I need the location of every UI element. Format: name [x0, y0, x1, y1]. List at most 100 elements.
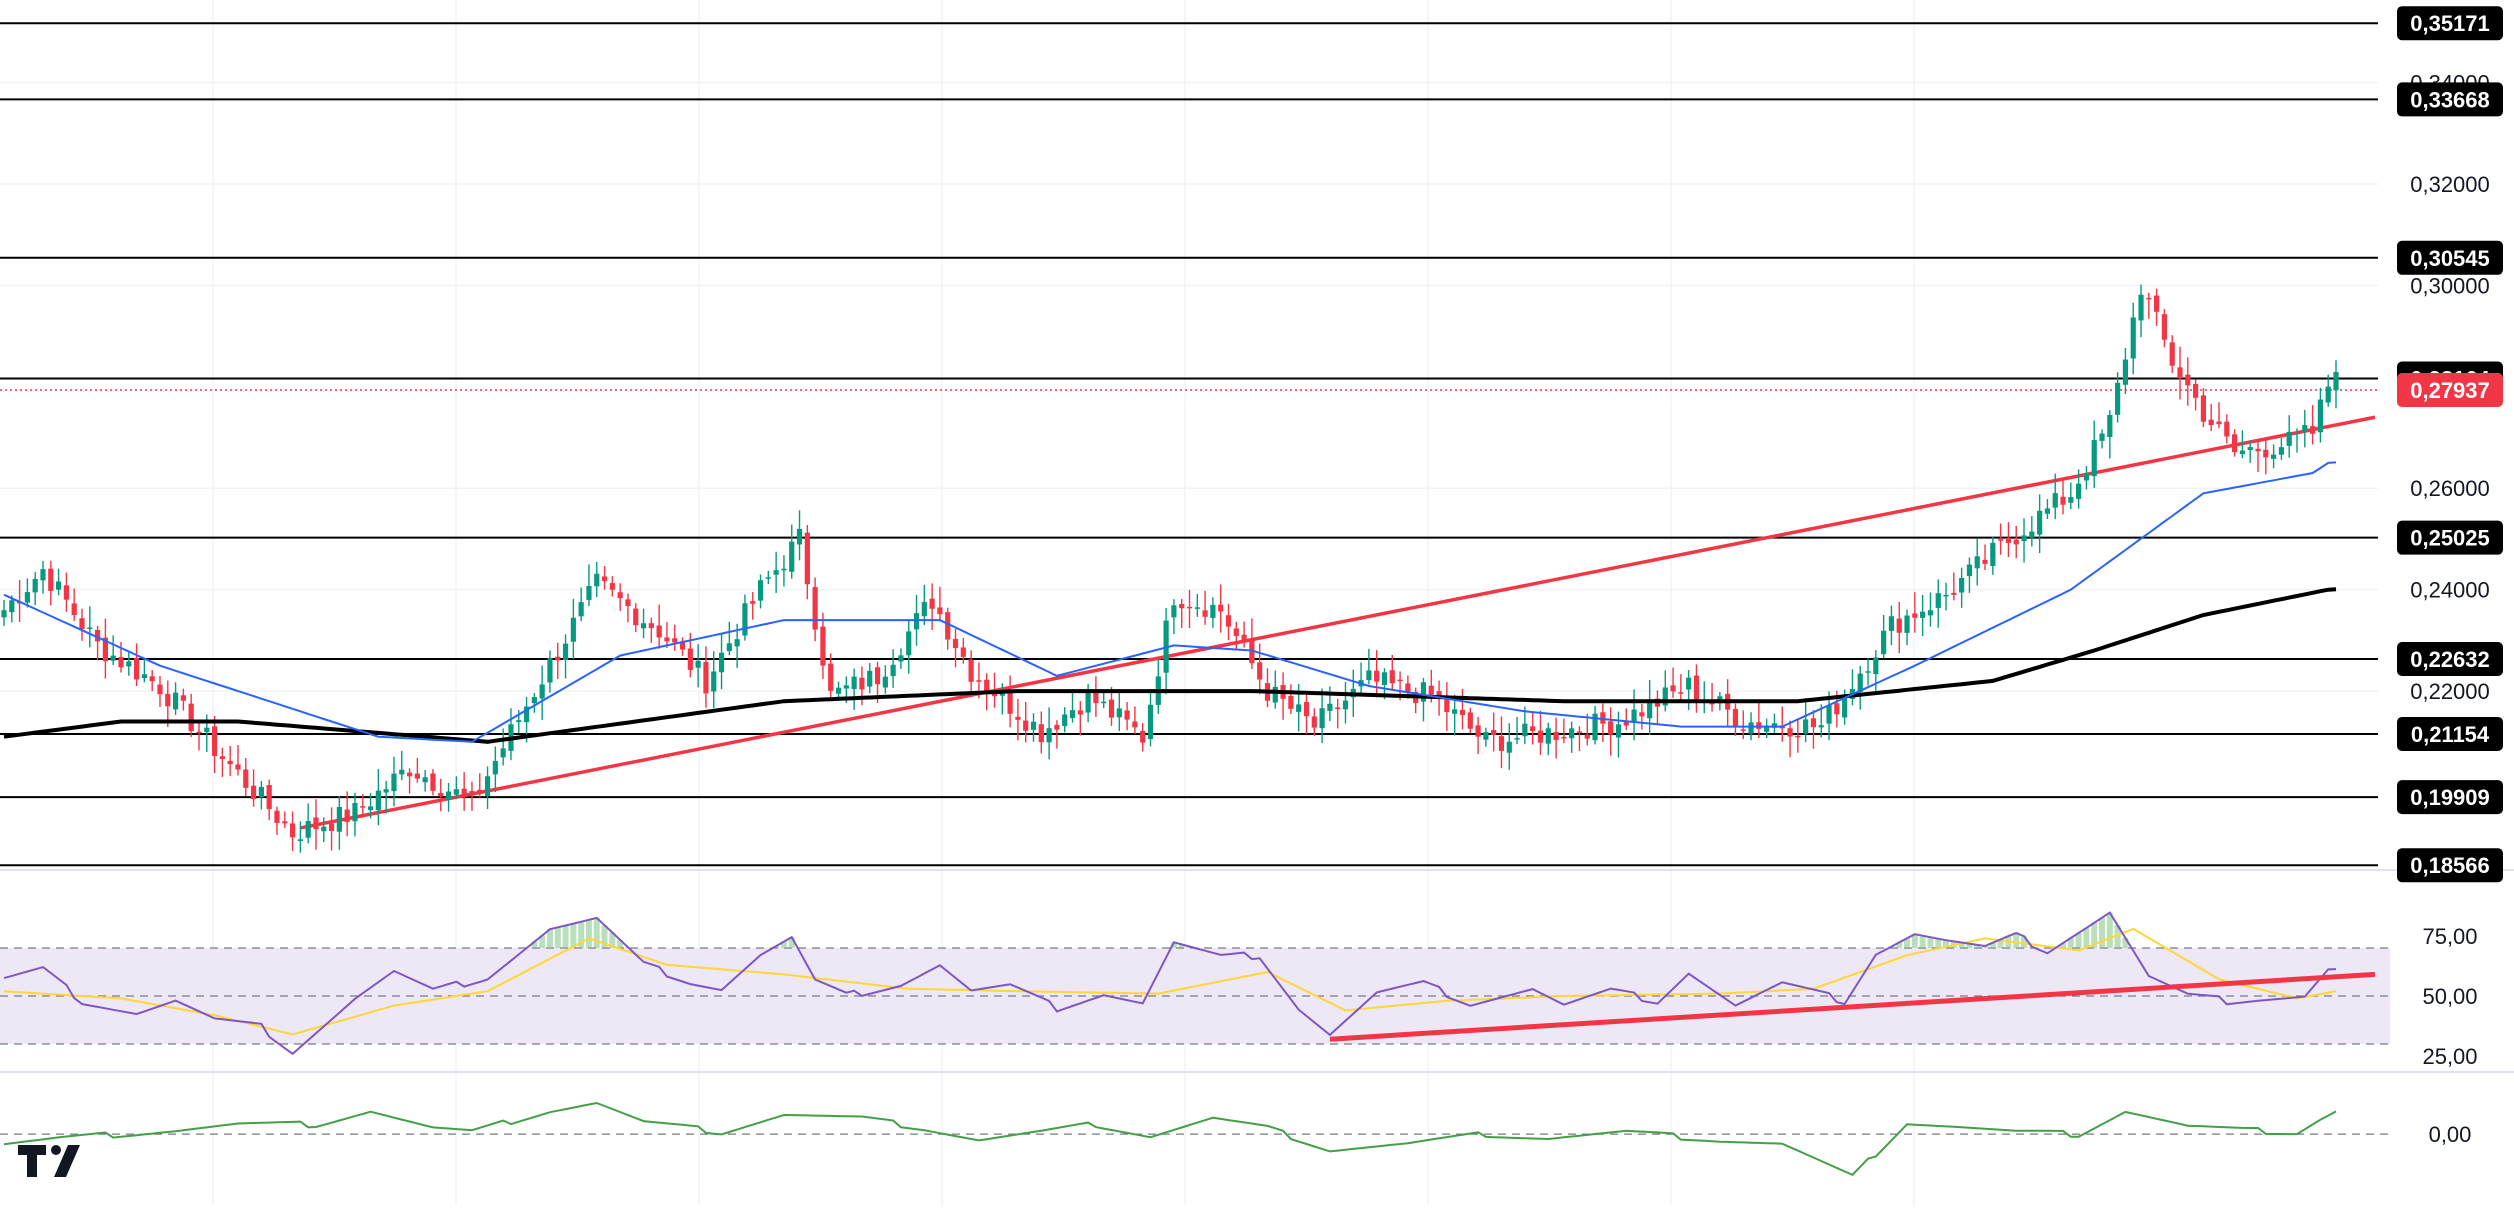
price-trendline[interactable]: [300, 415, 2376, 830]
rsi-signal-line: [3, 927, 2337, 1036]
candle: [952, 628, 959, 668]
rsi-tick-label: 75,00: [2422, 924, 2477, 949]
candle: [1943, 582, 1949, 611]
candle-body: [1912, 613, 1918, 618]
candle: [414, 757, 420, 783]
candle: [1920, 594, 1926, 636]
candle-body: [1475, 725, 1481, 737]
candle: [2208, 403, 2214, 432]
level-label: 0,35171: [2410, 11, 2490, 36]
candle-body: [1288, 695, 1294, 709]
candle-body: [1296, 704, 1302, 712]
candle: [1545, 722, 1551, 756]
candle: [1132, 706, 1138, 734]
rsi-trendline[interactable]: [1329, 971, 2376, 1042]
candle: [1335, 698, 1341, 729]
candle-body: [929, 598, 935, 609]
candle: [1186, 589, 1193, 629]
candle: [617, 583, 623, 611]
candle: [1077, 701, 1083, 736]
candle-body: [1826, 705, 1832, 724]
candle: [282, 811, 288, 828]
candle-body: [890, 664, 896, 677]
candle-body: [1077, 710, 1083, 715]
candle-body: [1561, 736, 1567, 739]
candle: [820, 612, 826, 679]
candle-body: [1218, 604, 1224, 612]
candle-body: [2091, 440, 2097, 477]
candle: [1569, 721, 1575, 753]
candle-body: [414, 773, 420, 779]
candle: [1116, 692, 1122, 732]
candle-body: [1506, 741, 1512, 753]
candle: [492, 746, 498, 793]
candle-body: [1662, 687, 1668, 706]
level-labels: 0,351710,336680,305450,281640,250250,226…: [2397, 6, 2503, 883]
candle-body: [1444, 695, 1450, 712]
candle-body: [1873, 657, 1879, 675]
candle-body: [742, 603, 748, 636]
candle: [812, 577, 818, 642]
candle: [1366, 648, 1372, 685]
candle: [1218, 584, 1224, 633]
candle-body: [1108, 699, 1115, 718]
candle: [430, 769, 436, 796]
oscillator-panel: [0, 1101, 2390, 1176]
candle-body: [1459, 709, 1466, 716]
candle: [1959, 567, 1965, 608]
candle: [726, 621, 732, 656]
candle-body: [586, 586, 592, 600]
candle-body: [1920, 611, 1926, 618]
candle: [1069, 692, 1076, 723]
candle: [157, 676, 163, 708]
candle: [2013, 525, 2019, 559]
candle-body: [898, 655, 904, 662]
candle: [648, 617, 654, 643]
candle: [367, 793, 374, 819]
level-label-box: [2397, 240, 2503, 275]
price-tick-label: 0,24000: [2410, 578, 2490, 603]
candle: [1787, 720, 1793, 758]
candle-body: [1210, 604, 1216, 618]
candle-body: [2247, 447, 2253, 450]
candle-body: [2169, 342, 2175, 366]
candle-body: [1693, 675, 1700, 700]
candle-body: [1038, 724, 1044, 743]
candle: [633, 603, 639, 633]
candle: [960, 638, 966, 664]
candle-body: [2115, 382, 2121, 415]
candle: [1288, 684, 1294, 715]
candle: [898, 648, 904, 669]
rsi-tick-label: 25,00: [2422, 1044, 2477, 1069]
candle: [32, 572, 38, 605]
candle-body: [2325, 386, 2331, 403]
candle-body: [523, 706, 530, 723]
candle-body: [1990, 542, 1996, 567]
candle: [94, 625, 101, 661]
candle-body: [24, 592, 30, 603]
candle: [1974, 538, 1980, 586]
candle-body: [321, 826, 327, 832]
candle: [1389, 654, 1395, 691]
candle: [1210, 597, 1216, 628]
candle: [1225, 603, 1232, 641]
candle-body: [625, 599, 631, 607]
candle-body: [1998, 539, 2004, 541]
level-label: 0,25025: [2410, 526, 2490, 551]
candle: [297, 821, 303, 853]
candle-body: [750, 601, 756, 604]
candle: [1319, 688, 1325, 744]
candle-body: [2060, 496, 2066, 505]
candle-body: [1116, 708, 1122, 718]
candle: [1514, 717, 1520, 745]
price-tick-label: 0,32000: [2410, 172, 2490, 197]
candle-body: [804, 532, 810, 585]
candle-body: [2021, 535, 2027, 542]
candle-body: [235, 764, 241, 770]
candle-body: [1935, 593, 1941, 608]
candle: [1670, 667, 1676, 698]
candle: [1030, 713, 1037, 742]
candle-body: [1257, 662, 1263, 680]
candle-body: [297, 839, 303, 842]
